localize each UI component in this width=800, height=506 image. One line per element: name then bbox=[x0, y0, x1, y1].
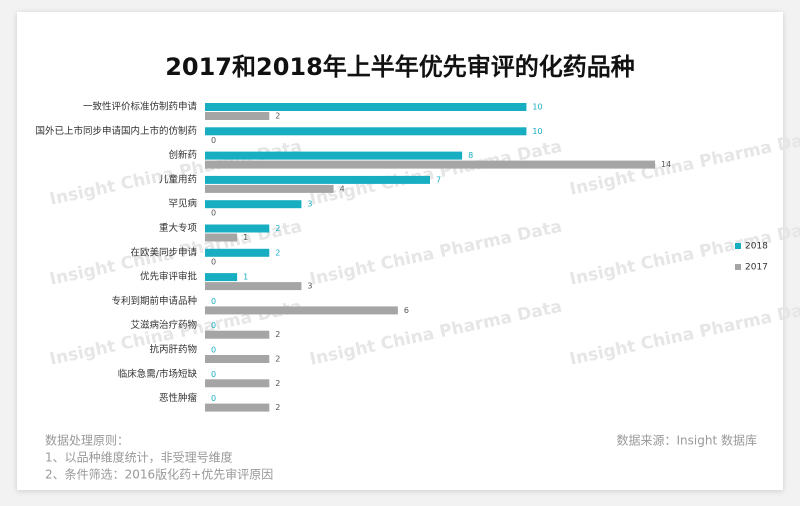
note: 1、以品种维度统计，非受理号维度 bbox=[45, 450, 233, 465]
bar bbox=[205, 248, 270, 257]
category-label: 国外已上市同步申请国内上市的仿制药 bbox=[35, 125, 197, 137]
value-label: 0 bbox=[211, 297, 216, 306]
value-label: 2 bbox=[275, 403, 280, 412]
value-label: 2 bbox=[275, 330, 280, 339]
value-label: 14 bbox=[661, 160, 671, 169]
category-label: 优先审评审批 bbox=[140, 271, 198, 283]
value-label: 8 bbox=[468, 151, 473, 160]
category-label: 罕见病 bbox=[168, 198, 197, 210]
category-label: 恶性肿瘤 bbox=[159, 392, 198, 404]
value-label: 1 bbox=[243, 273, 248, 282]
bar bbox=[205, 355, 270, 363]
category-label: 一致性评价标准仿制药申请 bbox=[83, 101, 198, 113]
chart-title: 2017和2018年上半年优先审评的化药品种 bbox=[165, 53, 635, 81]
value-label: 2 bbox=[275, 224, 280, 233]
category-label: 专利到期前申请品种 bbox=[111, 295, 197, 307]
value-label: 0 bbox=[211, 209, 216, 218]
bar bbox=[205, 112, 270, 120]
category-label: 临床急需/市场短缺 bbox=[118, 368, 198, 380]
bar bbox=[205, 160, 655, 169]
category-label: 在欧美同步申请 bbox=[130, 246, 197, 258]
note: 2、条件筛选：2016版化药+优先审评原因 bbox=[45, 467, 273, 482]
category-label: 创新药 bbox=[168, 149, 197, 161]
bar bbox=[205, 127, 527, 136]
card bbox=[17, 12, 783, 490]
bar bbox=[205, 403, 270, 412]
note: 数据处理原则： bbox=[45, 433, 129, 448]
value-label: 6 bbox=[404, 306, 409, 315]
bar bbox=[205, 224, 270, 233]
value-label: 0 bbox=[211, 346, 216, 355]
legend-swatch bbox=[735, 243, 741, 249]
value-label: 2 bbox=[275, 112, 280, 121]
bar bbox=[205, 175, 430, 184]
value-label: 0 bbox=[211, 136, 216, 145]
value-label: 1 bbox=[243, 233, 248, 242]
bar bbox=[205, 200, 302, 209]
value-label: 3 bbox=[307, 200, 312, 209]
bar bbox=[205, 233, 238, 242]
value-label: 7 bbox=[436, 175, 441, 184]
value-label: 2 bbox=[275, 379, 280, 388]
value-label: 3 bbox=[307, 282, 312, 291]
value-label: 2 bbox=[275, 248, 280, 257]
bar bbox=[205, 273, 238, 282]
category-label: 重大专项 bbox=[159, 222, 198, 234]
bar bbox=[205, 306, 398, 315]
value-label: 0 bbox=[211, 321, 216, 330]
value-label: 0 bbox=[211, 394, 216, 403]
value-label: 2 bbox=[275, 355, 280, 364]
bar bbox=[205, 379, 270, 388]
bar bbox=[205, 151, 463, 160]
value-label: 0 bbox=[211, 370, 216, 379]
bar bbox=[205, 184, 334, 193]
value-label: 4 bbox=[340, 184, 345, 193]
value-label: 10 bbox=[532, 103, 542, 112]
bar bbox=[205, 103, 527, 111]
legend-swatch bbox=[735, 264, 741, 270]
legend-label: 2018 bbox=[745, 242, 768, 252]
legend-label: 2017 bbox=[745, 263, 768, 273]
bar bbox=[205, 330, 270, 339]
category-label: 抗丙肝药物 bbox=[149, 344, 197, 356]
source: 数据来源：Insight 数据库 bbox=[617, 433, 757, 448]
value-label: 10 bbox=[532, 127, 542, 136]
category-label: 艾滋病治疗药物 bbox=[130, 319, 197, 331]
value-label: 0 bbox=[211, 257, 216, 266]
category-label: 儿童用药 bbox=[159, 173, 197, 185]
bar bbox=[205, 282, 302, 291]
